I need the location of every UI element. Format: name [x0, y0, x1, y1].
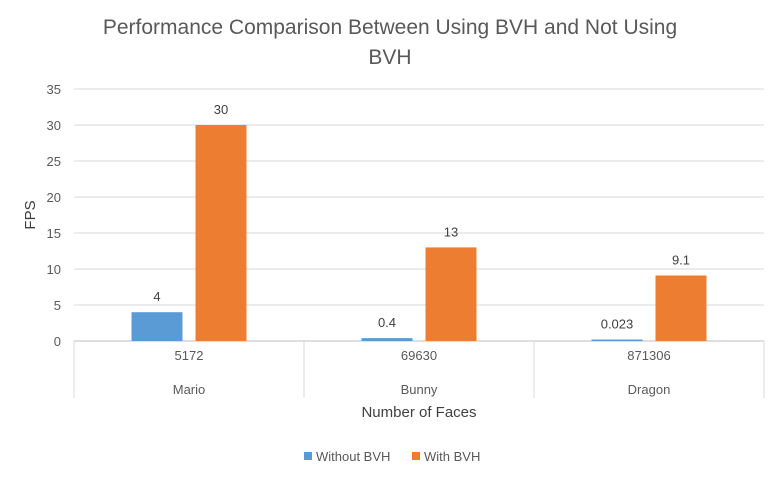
- legend-swatch: [304, 452, 312, 460]
- data-label: 0.4: [378, 315, 396, 330]
- y-tick-label: 25: [47, 154, 61, 169]
- x-tick-model: Bunny: [401, 382, 438, 397]
- y-axis-ticks: 0 5 10 15 20 25 30 35: [47, 82, 61, 349]
- y-tick-label: 10: [47, 262, 61, 277]
- x-axis-title: Number of Faces: [361, 404, 476, 421]
- x-axis: 5172 Mario 69630 Bunny 871306 Dragon: [73, 341, 765, 398]
- gridlines: [74, 88, 764, 342]
- bar-without-bvh: [131, 312, 183, 341]
- data-label: 13: [444, 224, 458, 239]
- x-tick-model: Dragon: [628, 382, 671, 397]
- chart-title: Performance Comparison Between Using BVH…: [103, 16, 677, 69]
- x-tick-faces: 871306: [627, 348, 670, 363]
- y-tick-label: 20: [47, 190, 61, 205]
- y-axis-title: FPS: [22, 200, 39, 229]
- legend-label: With BVH: [424, 449, 480, 464]
- data-label: 4: [153, 289, 160, 304]
- data-label: 9.1: [672, 252, 690, 267]
- legend-swatch: [412, 452, 420, 460]
- data-label: 0.023: [601, 317, 634, 332]
- bar-with-bvh: [655, 275, 707, 341]
- y-tick-label: 0: [54, 334, 61, 349]
- bar-with-bvh: [195, 125, 247, 341]
- bar-without-bvh: [361, 338, 413, 341]
- x-tick-faces: 69630: [401, 348, 437, 363]
- data-label: 30: [214, 102, 228, 117]
- legend-label: Without BVH: [316, 449, 390, 464]
- bars: 4 30 0.4 13 0.023 9.1: [131, 102, 707, 341]
- chart-title-line: BVH: [368, 46, 411, 69]
- bar-with-bvh: [425, 247, 477, 341]
- y-tick-label: 15: [47, 226, 61, 241]
- chart-title-line: Performance Comparison Between Using BVH…: [103, 16, 677, 39]
- x-tick-model: Mario: [173, 382, 206, 397]
- y-tick-label: 35: [47, 82, 61, 97]
- y-tick-label: 5: [54, 298, 61, 313]
- legend: Without BVH With BVH: [304, 449, 480, 464]
- x-tick-faces: 5172: [175, 348, 204, 363]
- bar-without-bvh: [591, 339, 643, 341]
- y-tick-label: 30: [47, 118, 61, 133]
